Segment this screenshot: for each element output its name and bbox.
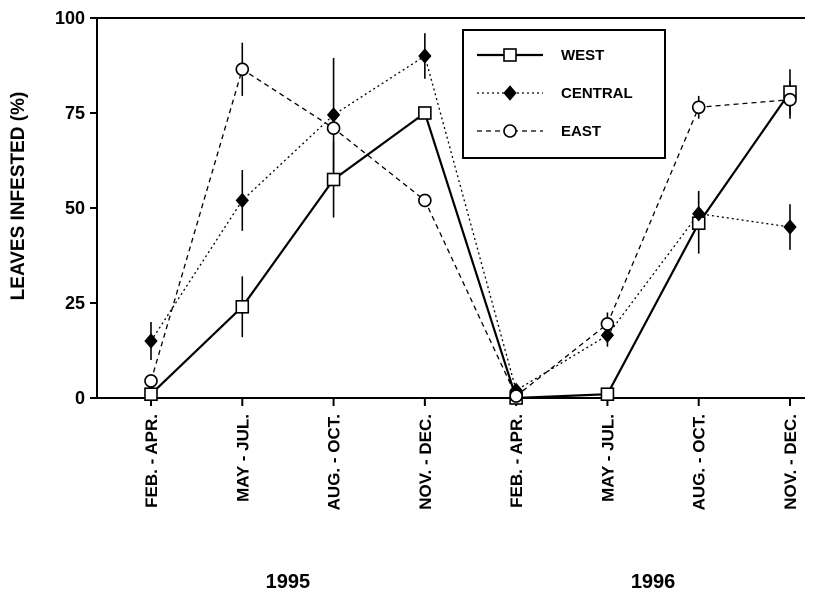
data-point-west: [418, 106, 432, 120]
data-point-central: [235, 192, 249, 209]
data-point-west: [600, 387, 615, 402]
series-line-west: [150, 91, 791, 400]
y-axis-label: LEAVES INFESTED (%): [8, 92, 29, 301]
data-point-east: [418, 193, 432, 208]
data-point-west: [144, 387, 158, 402]
data-point-east: [691, 100, 706, 115]
x-tick-label: FEB. - APR.: [507, 414, 526, 508]
y-tick-label: 100: [55, 8, 85, 28]
x-tick-label: MAY - JUL.: [598, 414, 617, 502]
x-tick-label: MAY - JUL.: [233, 414, 252, 502]
data-point-west: [326, 172, 341, 187]
data-point-central: [144, 333, 158, 349]
legend-marker-central: [503, 85, 517, 101]
x-tick-label: NOV. - DEC.: [781, 414, 800, 510]
y-tick-label: 75: [65, 103, 85, 123]
series-line-central: [150, 54, 791, 392]
data-point-east: [783, 92, 797, 107]
year-label: 1995: [266, 571, 311, 593]
data-point-east: [235, 62, 250, 77]
data-point-central: [326, 107, 341, 123]
legend-label-central: CENTRAL: [561, 85, 633, 102]
axes: 0 25 50 75 100 LEAVES INFESTED (%) FEB. - APR.…: [8, 8, 805, 593]
legend-marker-east: [503, 124, 517, 138]
x-tick-label: NOV. - DEC.: [416, 414, 435, 510]
y-tick-label: 25: [65, 293, 85, 313]
legend-label-west: WEST: [561, 47, 604, 64]
data-point-west: [235, 299, 250, 314]
data-point-east: [509, 389, 523, 403]
data-point-central: [418, 48, 432, 64]
y-tick-label: 50: [65, 198, 85, 218]
x-tick-label: AUG. - OCT.: [690, 414, 709, 510]
x-tick-label: AUG. - OCT.: [325, 414, 344, 510]
data-point-central: [692, 205, 706, 222]
x-tick-label: FEB. - APR.: [142, 414, 161, 508]
data-point-central: [783, 219, 797, 235]
series-lines: [150, 54, 791, 400]
legend: WEST CENTRAL EAST: [462, 29, 666, 159]
series-line-east: [150, 68, 791, 398]
series-markers: [144, 48, 797, 405]
legend-label-east: EAST: [561, 123, 601, 140]
data-point-central: [600, 327, 615, 344]
data-point-east: [326, 121, 341, 135]
data-point-east: [600, 317, 615, 331]
legend-box: [462, 29, 666, 159]
legend-marker-west: [503, 48, 517, 62]
year-label: 1996: [631, 571, 676, 593]
y-tick-label: 0: [75, 388, 85, 408]
data-point-east: [144, 374, 158, 388]
